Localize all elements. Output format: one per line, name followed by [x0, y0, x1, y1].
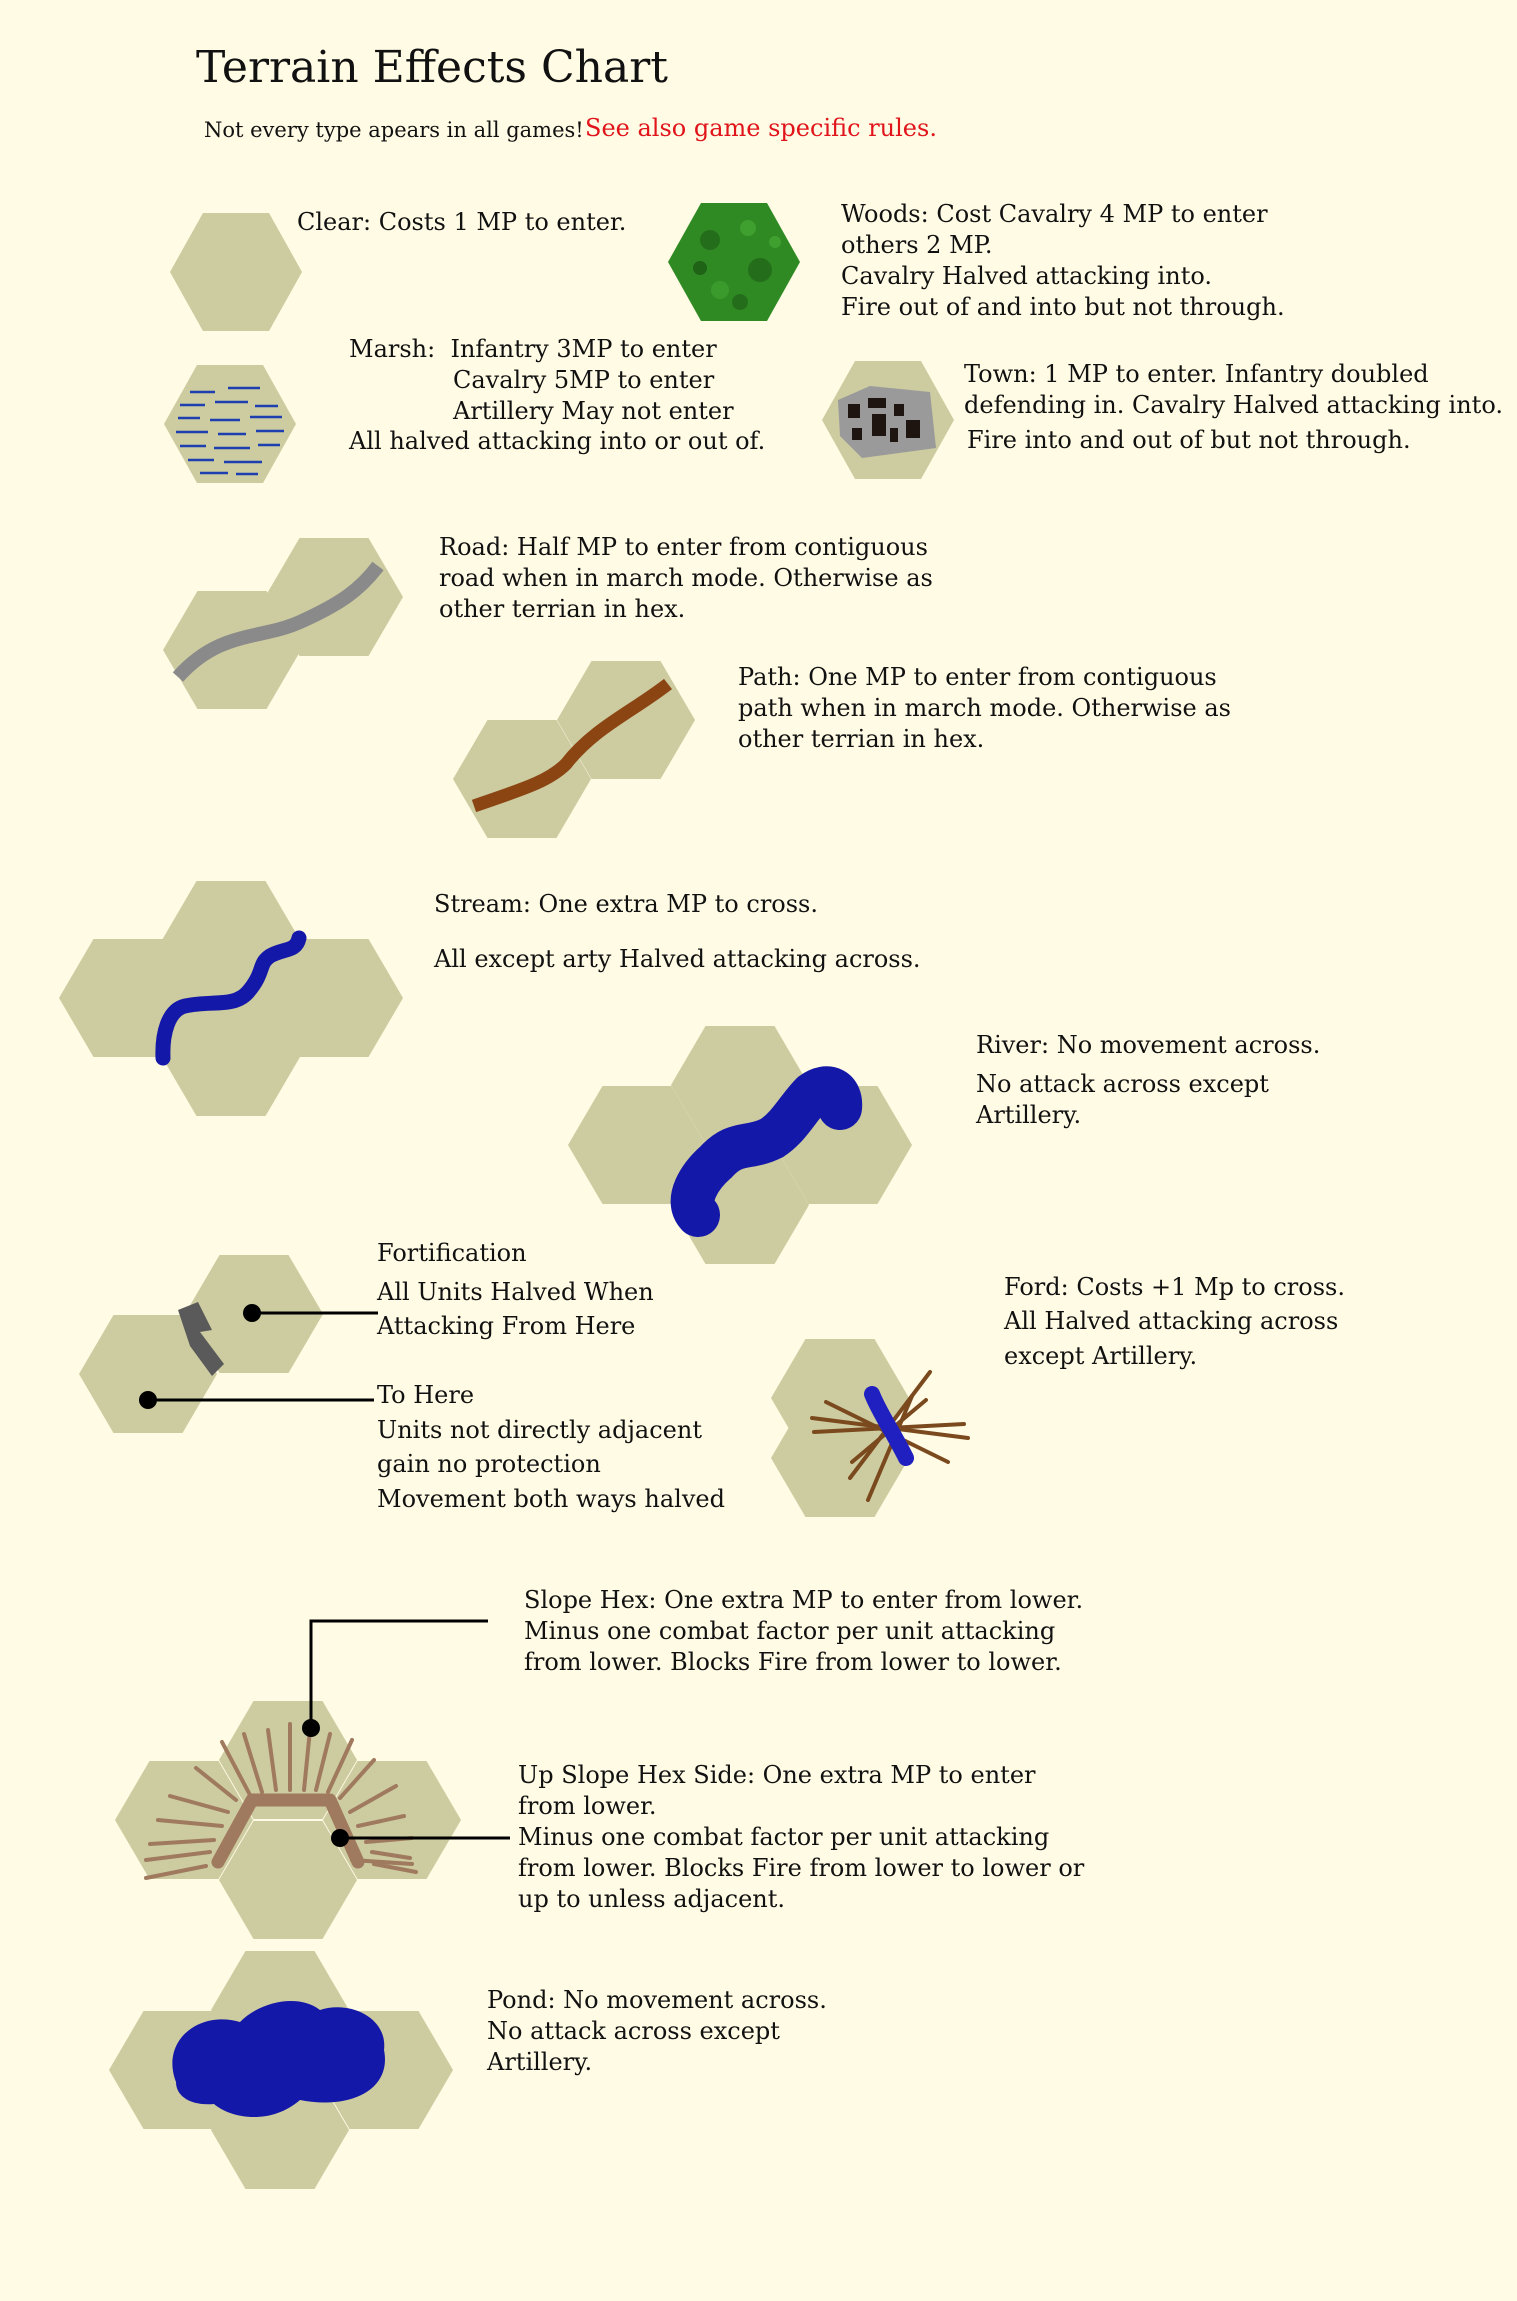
up-slope-line: from lower. [518, 1792, 657, 1820]
up-slope-line: Minus one combat factor per unit attacki… [518, 1823, 1050, 1851]
pond-line: Artillery. [487, 2048, 593, 2076]
slope-hex-line: Slope Hex: One extra MP to enter from lo… [524, 1586, 1084, 1614]
river-hexes-icon [568, 1026, 912, 1264]
road-line: road when in march mode. Otherwise as [439, 564, 933, 592]
road-line: Road: Half MP to enter from contiguous [439, 533, 928, 561]
stream-line: All except arty Halved attacking across. [434, 945, 921, 973]
ford-line: except Artillery. [1004, 1342, 1198, 1370]
road-line: other terrian in hex. [439, 595, 686, 623]
marsh-hex-icon [164, 365, 296, 483]
town-hex-icon [822, 361, 954, 479]
clear-description: Clear: Costs 1 MP to enter. [297, 208, 627, 236]
page-title: Terrain Effects Chart [196, 42, 668, 93]
road-hexes-icon [163, 538, 403, 709]
woods-line: Cavalry Halved attacking into. [841, 262, 1212, 290]
woods-line: Fire out of and into but not through. [841, 293, 1285, 321]
fortification-from-line: All Units Halved When [377, 1278, 654, 1306]
ford-hexes-icon [771, 1339, 970, 1517]
path-line: Path: One MP to enter from contiguous [738, 663, 1217, 691]
river-line: No attack across except [976, 1070, 1269, 1098]
fortification-to-line: Units not directly adjacent [377, 1416, 702, 1444]
woods-line: others 2 MP. [841, 231, 993, 259]
fortification-hexes-icon [79, 1255, 378, 1433]
fortification-to-label: To Here [377, 1381, 475, 1409]
subtitle-note: Not every type apears in all games! [204, 118, 584, 142]
slope-hexes-icon [115, 1619, 510, 1939]
woods-line: Woods: Cost Cavalry 4 MP to enter [841, 200, 1268, 228]
up-slope-line: from lower. Blocks Fire from lower to lo… [518, 1854, 1085, 1882]
river-line: River: No movement across. [976, 1031, 1321, 1059]
marsh-line: Marsh: Infantry 3MP to enter [349, 335, 717, 363]
woods-hex-icon [668, 203, 800, 321]
town-line: defending in. Cavalry Halved attacking i… [964, 391, 1503, 419]
river-line: Artillery. [976, 1101, 1082, 1129]
slope-hex-line: Minus one combat factor per unit attacki… [524, 1617, 1056, 1645]
stream-hexes-icon [59, 881, 403, 1116]
path-line: path when in march mode. Otherwise as [738, 694, 1231, 722]
ford-line: Ford: Costs +1 Mp to cross. [1004, 1273, 1345, 1301]
stream-line: Stream: One extra MP to cross. [434, 890, 818, 918]
marsh-line: Artillery May not enter [453, 397, 734, 425]
subtitle-warning: See also game specific rules. [585, 114, 937, 142]
ford-line: All Halved attacking across [1004, 1307, 1339, 1335]
path-line: other terrian in hex. [738, 725, 985, 753]
marsh-line: All halved attacking into or out of. [349, 427, 766, 455]
pond-line: No attack across except [487, 2017, 780, 2045]
pond-line: Pond: No movement across. [487, 1986, 827, 2014]
slope-hex-line: from lower. Blocks Fire from lower to lo… [524, 1648, 1062, 1676]
pond-hexes-icon [109, 1951, 453, 2189]
fortification-from-line: Attacking From Here [377, 1312, 636, 1340]
up-slope-line: Up Slope Hex Side: One extra MP to enter [518, 1761, 1036, 1789]
up-slope-line: up to unless adjacent. [518, 1885, 786, 1913]
fortification-label: Fortification [377, 1239, 527, 1267]
fortification-to-line: Movement both ways halved [377, 1485, 725, 1513]
town-line: Fire into and out of but not through. [967, 426, 1411, 454]
fortification-to-line: gain no protection [377, 1450, 601, 1478]
path-hexes-icon [453, 661, 695, 838]
town-line: Town: 1 MP to enter. Infantry doubled [964, 360, 1429, 388]
clear-hex-icon [170, 213, 302, 331]
marsh-line: Cavalry 5MP to enter [453, 366, 715, 394]
